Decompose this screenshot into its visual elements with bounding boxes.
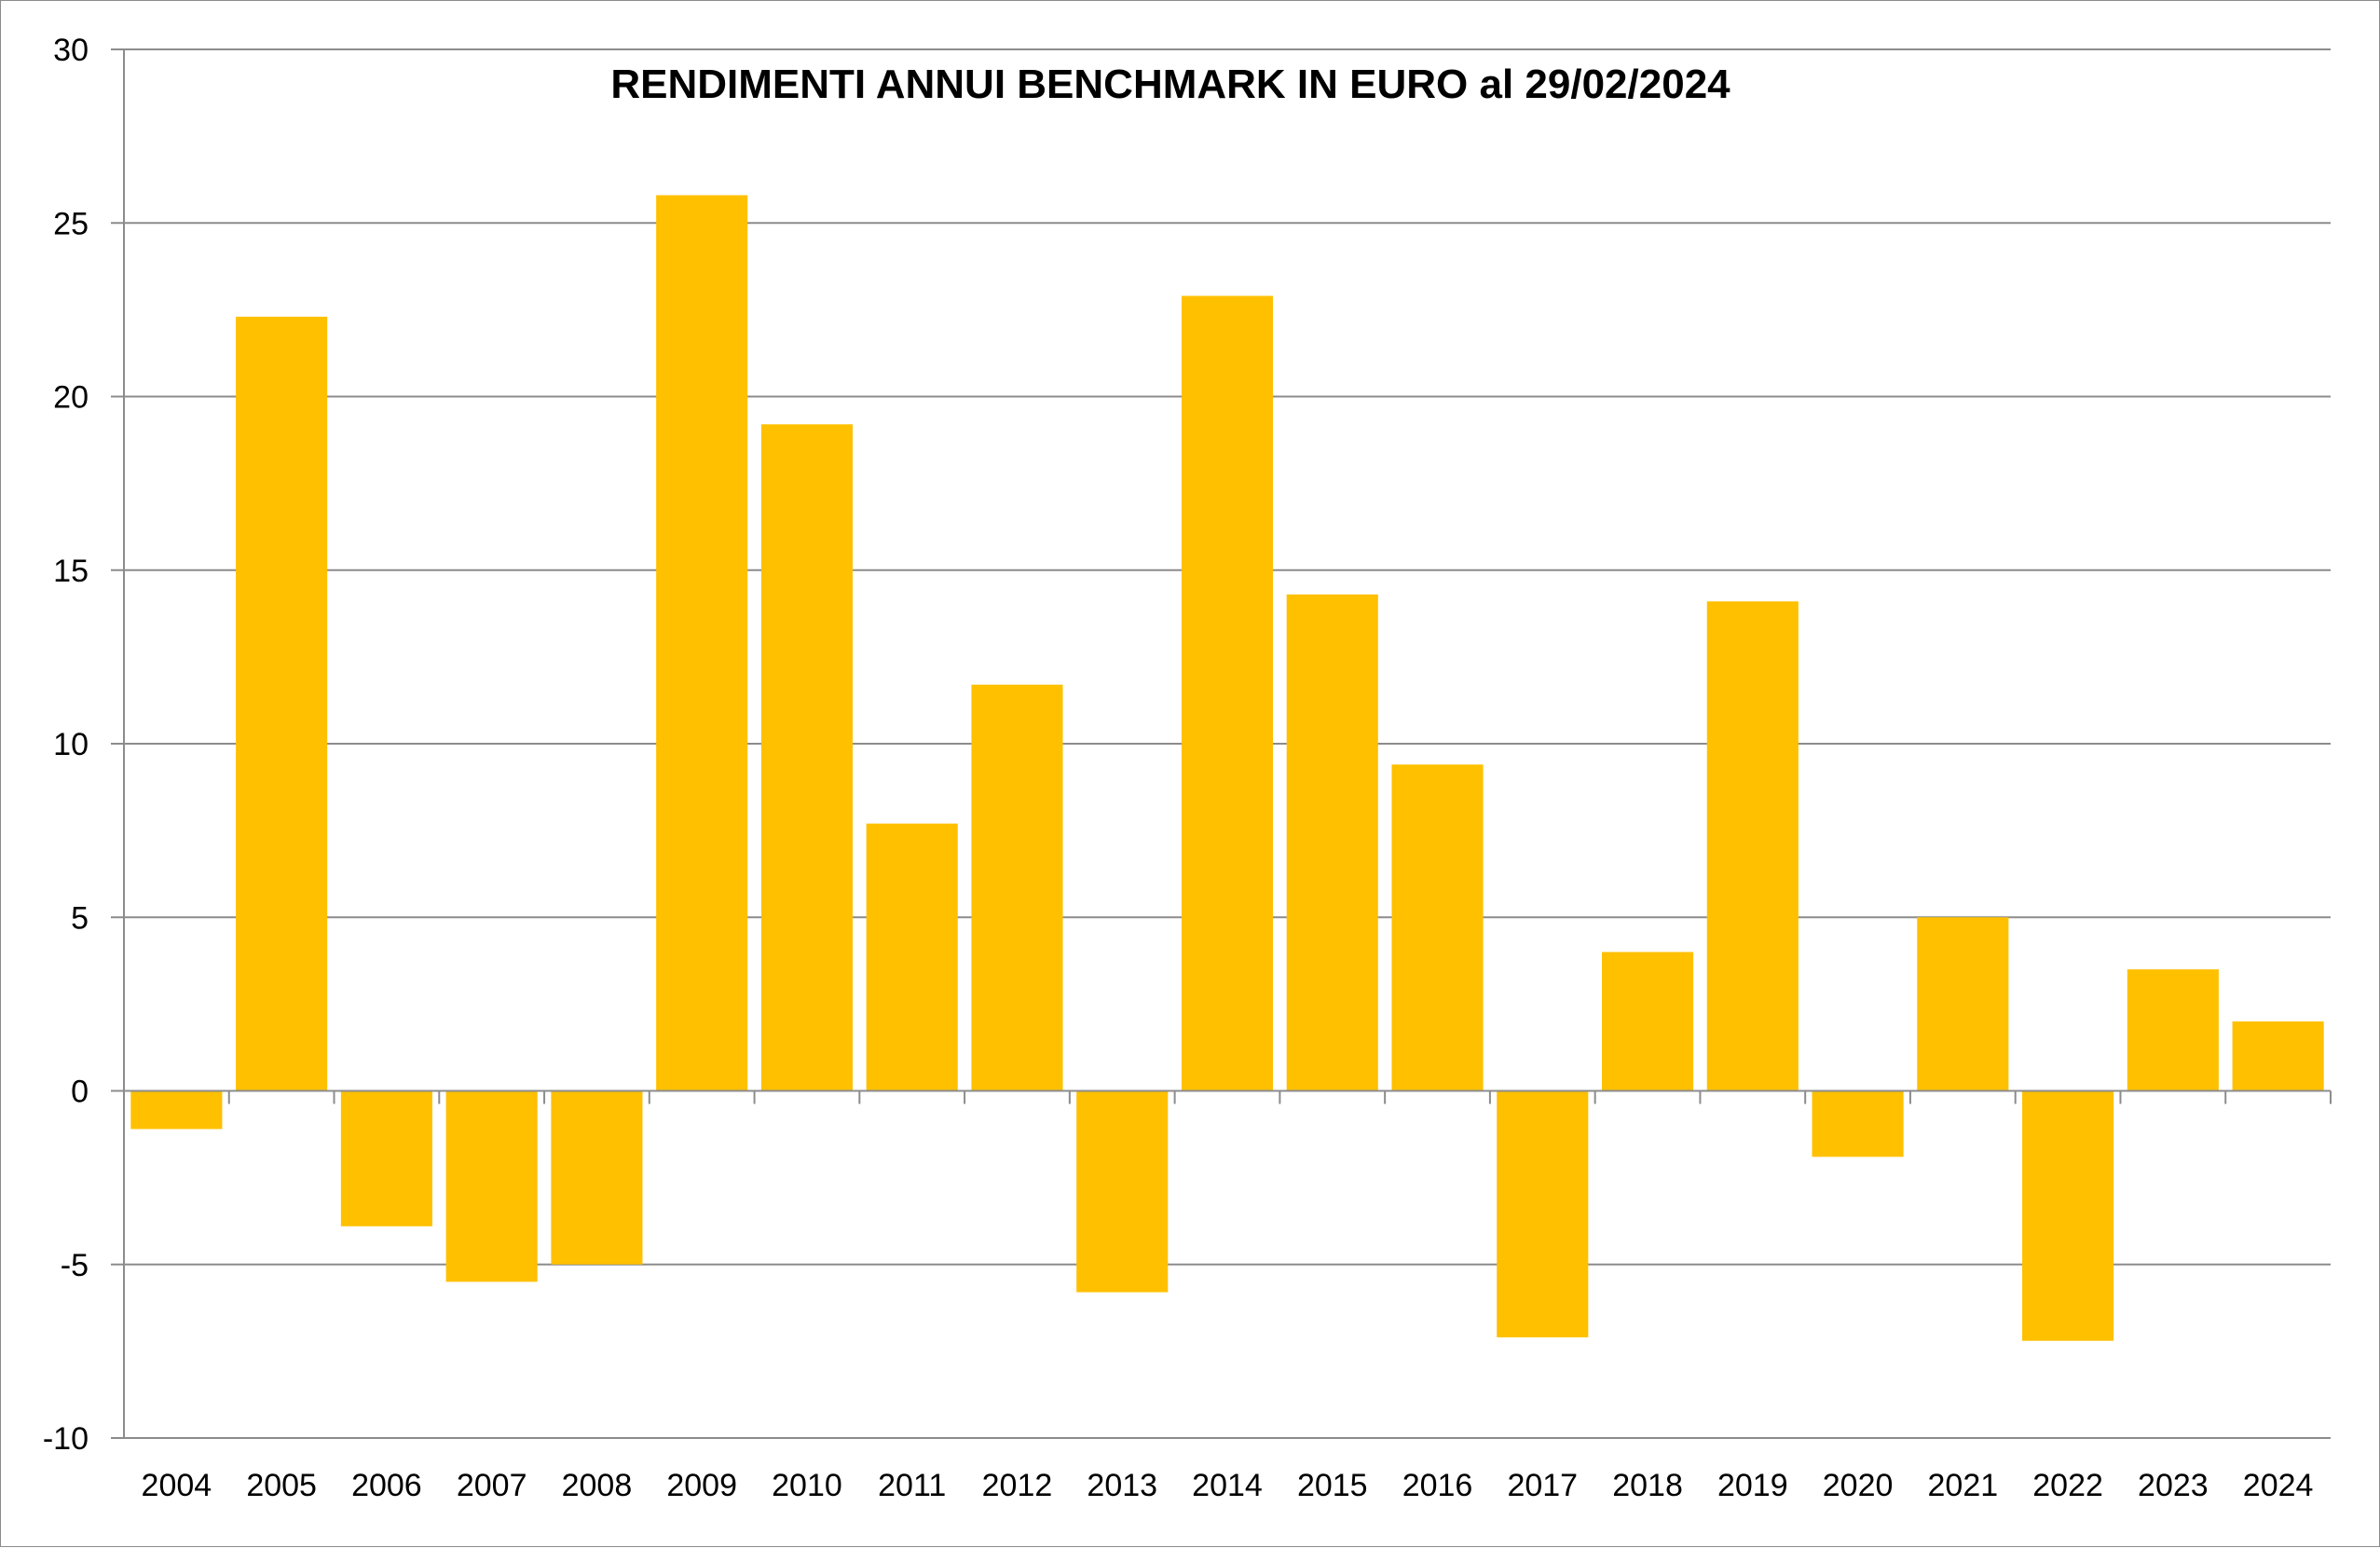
x-tick-label: 2015 — [1297, 1468, 1368, 1503]
x-tick-label: 2011 — [878, 1468, 946, 1503]
bar-2005 — [236, 316, 328, 1091]
bar-2020 — [1812, 1090, 1904, 1158]
y-tick-label: -5 — [61, 1248, 89, 1283]
bar-2013 — [1076, 1090, 1169, 1293]
x-tick-label: 2016 — [1402, 1468, 1473, 1503]
bar-2010 — [760, 424, 854, 1091]
x-tick-label: 2020 — [1823, 1468, 1894, 1503]
bar-2012 — [971, 684, 1063, 1091]
x-tick-label: 2018 — [1612, 1468, 1683, 1503]
bar-2016 — [1391, 764, 1484, 1091]
bar-2004 — [130, 1090, 223, 1130]
bar-2019 — [1706, 601, 1799, 1091]
x-tick-label: 2008 — [562, 1468, 633, 1503]
x-tick-label: 2021 — [1928, 1468, 1999, 1503]
x-tick-label: 2017 — [1507, 1468, 1578, 1503]
y-tick-label: 30 — [53, 33, 89, 68]
x-tick-label: 2007 — [457, 1468, 527, 1503]
bar-2014 — [1181, 295, 1274, 1091]
x-tick-label: 2010 — [772, 1468, 842, 1503]
axes — [123, 49, 2332, 1438]
x-tick-label: 2009 — [666, 1468, 737, 1503]
x-tick-label: 2024 — [2243, 1468, 2314, 1503]
bar-2011 — [866, 823, 958, 1091]
x-tick-label: 2012 — [982, 1468, 1053, 1503]
y-tick-label: 15 — [53, 554, 89, 589]
bar-2022 — [2022, 1090, 2114, 1341]
y-tick-label: 20 — [53, 380, 89, 416]
y-tick-label: 25 — [53, 206, 89, 241]
bar-2006 — [340, 1090, 432, 1226]
bar-2015 — [1286, 594, 1378, 1091]
x-tick-label: 2023 — [2138, 1468, 2209, 1503]
bar-2007 — [445, 1090, 538, 1282]
x-tick-label: 2014 — [1192, 1468, 1263, 1503]
bar-2023 — [2127, 969, 2219, 1091]
x-tick-label: 2004 — [142, 1468, 212, 1503]
x-tick-label: 2005 — [246, 1468, 317, 1503]
bar-2024 — [2232, 1021, 2324, 1091]
x-tick-label: 2006 — [351, 1468, 422, 1503]
bar-2018 — [1601, 952, 1694, 1091]
chart-title: RENDIMENTI ANNUI BENCHMARK IN EURO al 29… — [610, 62, 1730, 107]
x-tick-label: 2013 — [1087, 1468, 1157, 1503]
bar-2008 — [551, 1090, 643, 1265]
y-tick-label: 5 — [71, 900, 89, 936]
y-tick-label: 0 — [71, 1075, 89, 1110]
bars — [130, 195, 2324, 1341]
bar-2021 — [1917, 917, 2009, 1091]
y-tick-label: -10 — [43, 1421, 89, 1457]
x-tick-label: 2019 — [1717, 1468, 1788, 1503]
y-tick-label: 10 — [53, 727, 89, 762]
bar-2009 — [656, 195, 748, 1091]
x-tick-label: 2022 — [2032, 1468, 2103, 1503]
bar-2017 — [1497, 1090, 1589, 1337]
